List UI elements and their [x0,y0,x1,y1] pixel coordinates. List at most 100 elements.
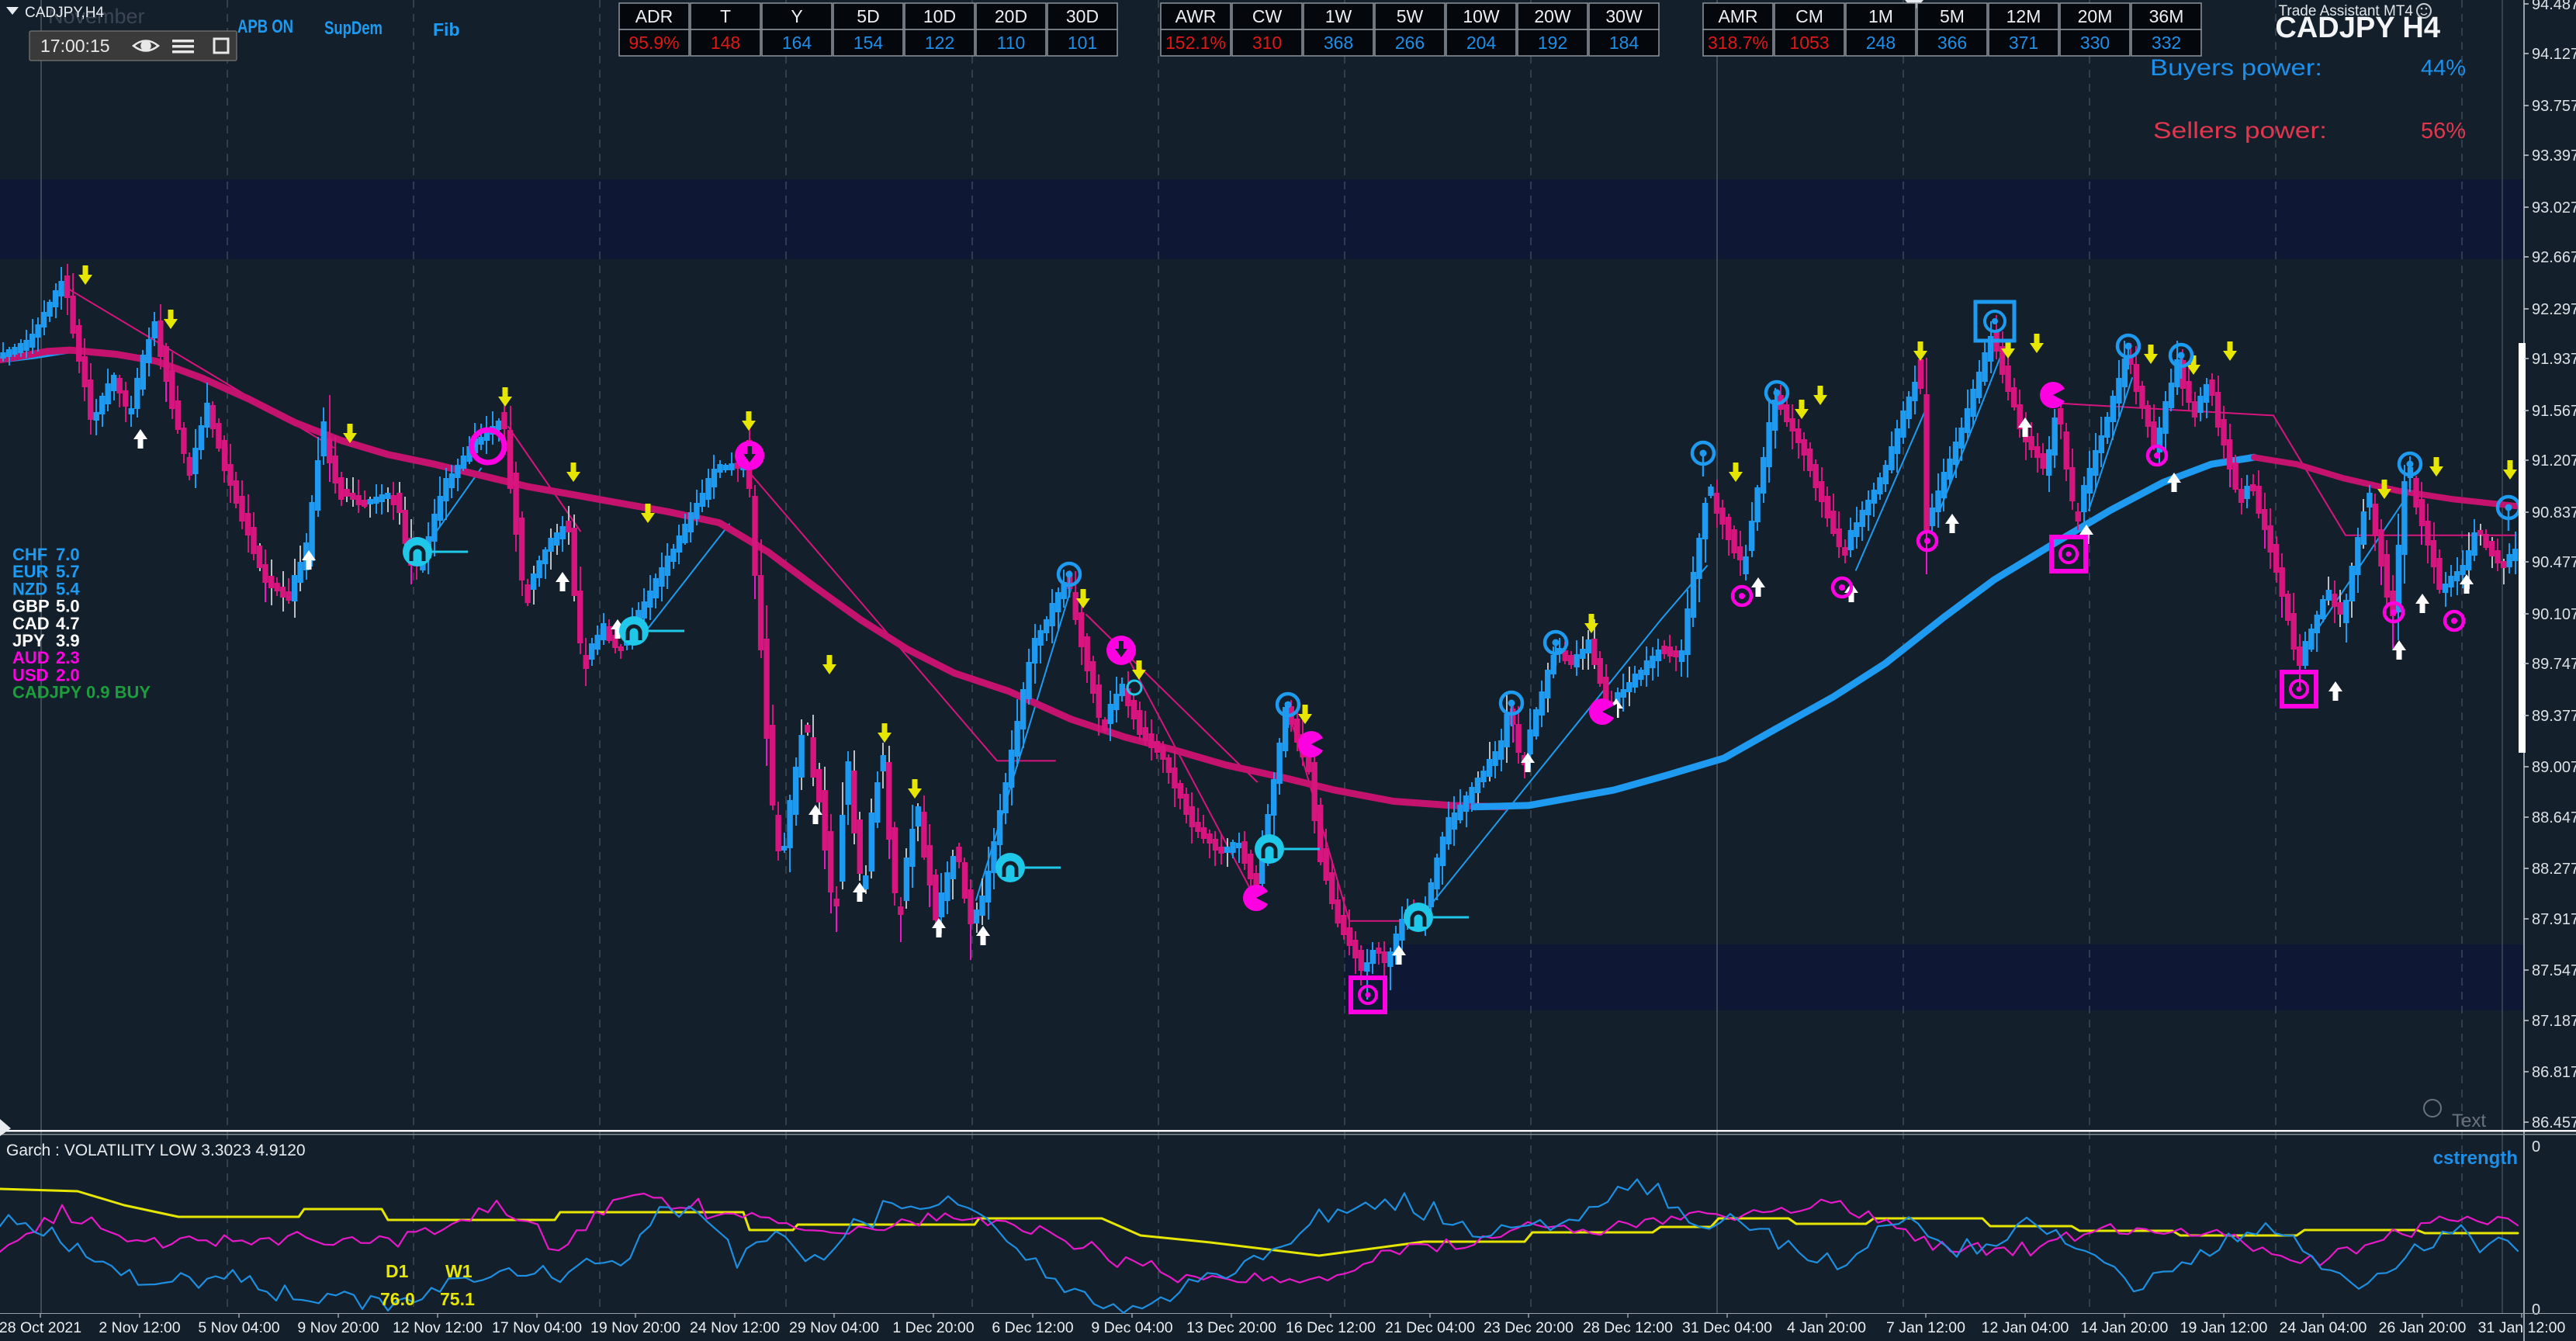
svg-text:CHF: CHF [12,545,47,564]
svg-text:93.027: 93.027 [2532,199,2576,217]
svg-text:19 Jan 12:00: 19 Jan 12:00 [2180,1319,2268,1336]
svg-text:5.4: 5.4 [56,579,80,598]
svg-text:CM: CM [1795,6,1823,26]
svg-text:cstrength: cstrength [2433,1148,2518,1169]
svg-text:94.487: 94.487 [2532,0,2576,13]
svg-text:56%: 56% [2421,119,2466,144]
svg-text:Buyers power:: Buyers power: [2150,55,2322,81]
svg-text:76.0: 76.0 [380,1289,415,1309]
svg-text:14 Jan 20:00: 14 Jan 20:00 [2081,1319,2169,1336]
svg-text:310: 310 [1252,33,1282,53]
svg-text:91.937: 91.937 [2532,351,2576,368]
svg-text:EUR: EUR [12,562,49,581]
svg-text:184: 184 [1609,33,1639,53]
svg-text:122: 122 [925,33,954,53]
svg-text:89.747: 89.747 [2532,656,2576,673]
svg-text:266: 266 [1395,33,1425,53]
svg-text:31 Jan 12:00: 31 Jan 12:00 [2478,1319,2566,1336]
svg-text:31 Dec 04:00: 31 Dec 04:00 [1682,1319,1772,1336]
svg-text:AUD: AUD [12,648,50,667]
svg-text:12 Nov 12:00: 12 Nov 12:00 [393,1319,483,1336]
svg-text:24 Nov 12:00: 24 Nov 12:00 [690,1319,780,1336]
svg-text:366: 366 [1937,33,1967,53]
svg-text:Trade Assistant MT4: Trade Assistant MT4 [2278,3,2413,19]
svg-text:95.9%: 95.9% [628,33,679,53]
svg-text:5W: 5W [1397,6,1424,26]
svg-text:90.107: 90.107 [2532,606,2576,623]
svg-text:192: 192 [1538,33,1567,53]
svg-text:152.1%: 152.1% [1165,33,1226,53]
svg-text:Fib: Fib [433,19,460,40]
svg-text:87.187: 87.187 [2532,1013,2576,1030]
svg-text:92.297: 92.297 [2532,301,2576,318]
svg-text:204: 204 [1466,33,1497,53]
svg-text:0: 0 [2532,1138,2540,1156]
svg-text:D1: D1 [386,1261,409,1281]
svg-text:91.207: 91.207 [2532,452,2576,470]
svg-text:92.667: 92.667 [2532,249,2576,266]
svg-text:371: 371 [2009,33,2038,53]
svg-text:93.757: 93.757 [2532,98,2576,115]
svg-text:89.007: 89.007 [2532,759,2576,776]
svg-text:CADJPY H4: CADJPY H4 [2275,12,2440,44]
svg-text:12 Jan 04:00: 12 Jan 04:00 [1982,1319,2069,1336]
svg-text:7 Jan 12:00: 7 Jan 12:00 [1886,1319,1965,1336]
svg-text:7.0: 7.0 [56,545,80,564]
svg-text:16 Dec 12:00: 16 Dec 12:00 [1286,1319,1376,1336]
svg-text:CAD: CAD [12,614,50,633]
svg-text:3.9: 3.9 [56,631,80,650]
svg-text:0: 0 [2532,1301,2540,1318]
svg-text:86.817: 86.817 [2532,1064,2576,1081]
svg-text:86.457: 86.457 [2532,1114,2576,1131]
svg-text:164: 164 [782,33,812,53]
svg-text:75.1: 75.1 [440,1289,475,1309]
svg-text:90.837: 90.837 [2532,504,2576,522]
svg-text:Garch : VOLATILITY LOW 3.3023: Garch : VOLATILITY LOW 3.3023 4.9120 [6,1142,306,1159]
svg-text:6 Dec 12:00: 6 Dec 12:00 [992,1319,1073,1336]
svg-text:2.0: 2.0 [56,665,80,684]
svg-text:154: 154 [853,33,884,53]
svg-text:101: 101 [1068,33,1097,53]
svg-text:5.0: 5.0 [56,597,80,616]
svg-text:88.277: 88.277 [2532,861,2576,878]
svg-text:5M: 5M [1940,6,1965,26]
svg-text:USD: USD [12,665,48,684]
svg-text:ADR: ADR [635,6,673,26]
svg-text:17:00:15: 17:00:15 [40,36,110,56]
svg-text:2.3: 2.3 [56,648,80,667]
svg-text:21 Dec 04:00: 21 Dec 04:00 [1385,1319,1475,1336]
svg-text:19 Nov 20:00: 19 Nov 20:00 [590,1319,680,1336]
svg-text:4 Jan 20:00: 4 Jan 20:00 [1787,1319,1866,1336]
svg-text:20M: 20M [2078,6,2113,26]
svg-text:T: T [720,6,731,26]
svg-text:318.7%: 318.7% [1708,33,1768,53]
svg-text:1053: 1053 [1789,33,1829,53]
svg-text:1 Dec 20:00: 1 Dec 20:00 [892,1319,974,1336]
svg-text:36M: 36M [2149,6,2184,26]
svg-text:CW: CW [1252,6,1283,26]
svg-text:W1: W1 [445,1261,473,1281]
svg-text:AMR: AMR [1718,6,1757,26]
svg-text:89.377: 89.377 [2532,708,2576,725]
svg-text:30W: 30W [1605,6,1643,26]
svg-text:5.7: 5.7 [56,562,80,581]
svg-text:23 Dec 20:00: 23 Dec 20:00 [1484,1319,1574,1336]
svg-text:CADJPY 0.9 BUY: CADJPY 0.9 BUY [12,683,151,702]
svg-text:44%: 44% [2421,56,2466,81]
svg-text:12M: 12M [2006,6,2041,26]
svg-text:CADJPY,H4: CADJPY,H4 [25,5,105,21]
svg-text:1W: 1W [1325,6,1352,26]
svg-text:93.397: 93.397 [2532,147,2576,165]
svg-text:5 Nov 04:00: 5 Nov 04:00 [198,1319,279,1336]
svg-text:10D: 10D [923,6,956,26]
svg-text:Y: Y [791,6,802,26]
svg-text:9 Nov 20:00: 9 Nov 20:00 [297,1319,379,1336]
svg-text:368: 368 [1324,33,1353,53]
svg-text:24 Jan 04:00: 24 Jan 04:00 [2280,1319,2367,1336]
svg-text:26 Jan 20:00: 26 Jan 20:00 [2379,1319,2467,1336]
svg-text:AWR: AWR [1175,6,1217,26]
svg-text:Sellers power:: Sellers power: [2153,118,2327,144]
svg-text:APB ON: APB ON [237,16,293,37]
svg-text:5D: 5D [857,6,879,26]
svg-text:28 Oct 2021: 28 Oct 2021 [0,1319,81,1336]
